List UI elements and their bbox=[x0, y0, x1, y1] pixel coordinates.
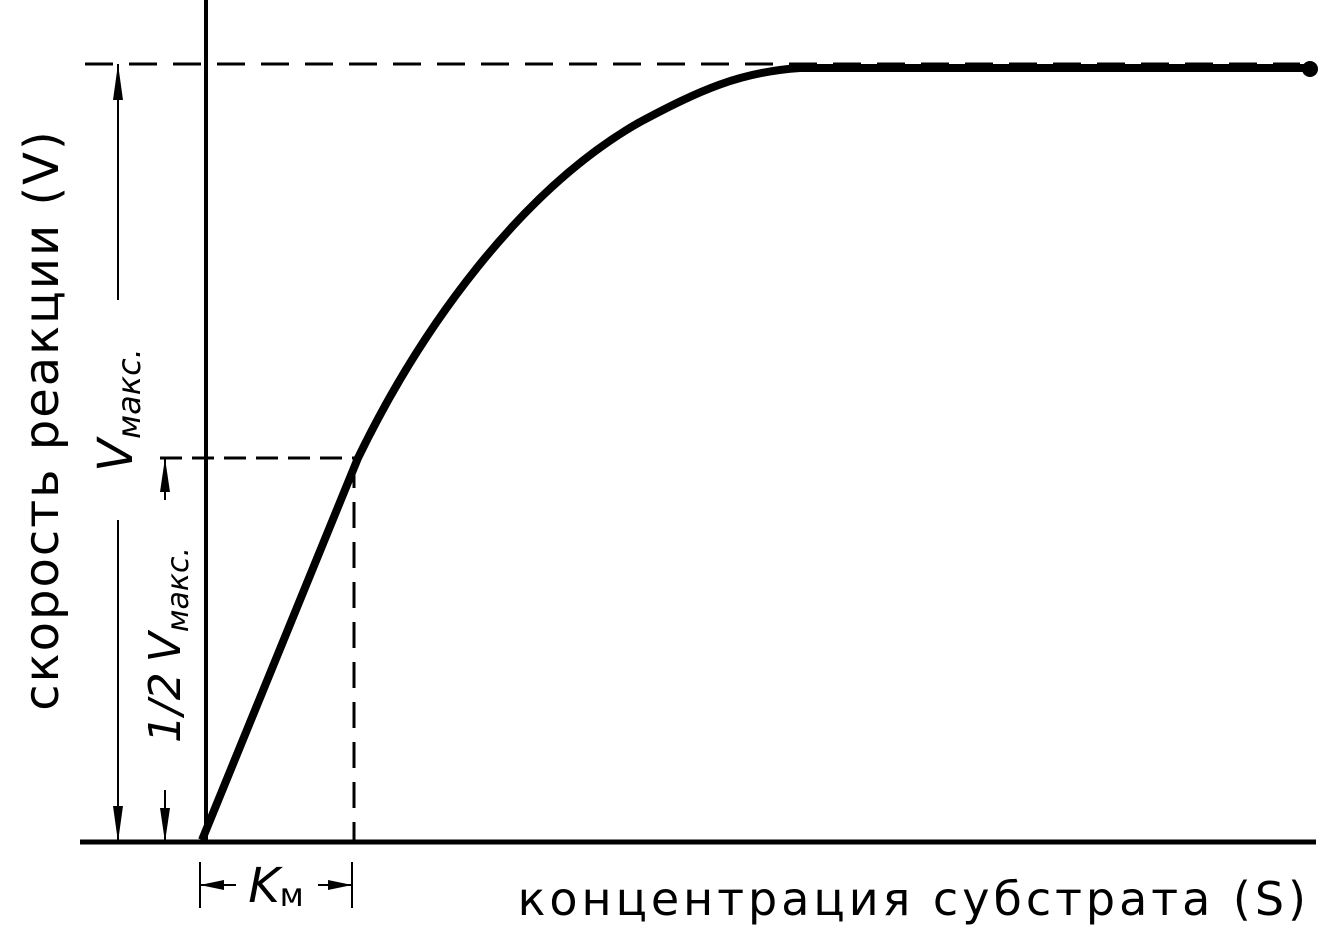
half-fraction: 1/2 bbox=[140, 672, 191, 743]
km-label: Kм bbox=[248, 858, 304, 914]
curve bbox=[198, 64, 1308, 842]
vmax-subscript: макс. bbox=[110, 348, 148, 439]
half-vmax-label: 1/2 Vмакс. bbox=[140, 547, 196, 743]
vmax-symbol: V bbox=[88, 436, 144, 472]
curve-end bbox=[1302, 61, 1318, 77]
x-axis-label: концентрация субстрата (S) bbox=[518, 872, 1310, 926]
vmax-label: Vмакс. bbox=[88, 348, 148, 472]
half-subscript: макс. bbox=[161, 547, 196, 632]
km-subscript: м bbox=[280, 876, 304, 914]
half-symbol: V bbox=[140, 629, 191, 662]
km-symbol: K bbox=[248, 858, 283, 914]
y-axis-label: скорость реакции (V) bbox=[14, 129, 70, 711]
